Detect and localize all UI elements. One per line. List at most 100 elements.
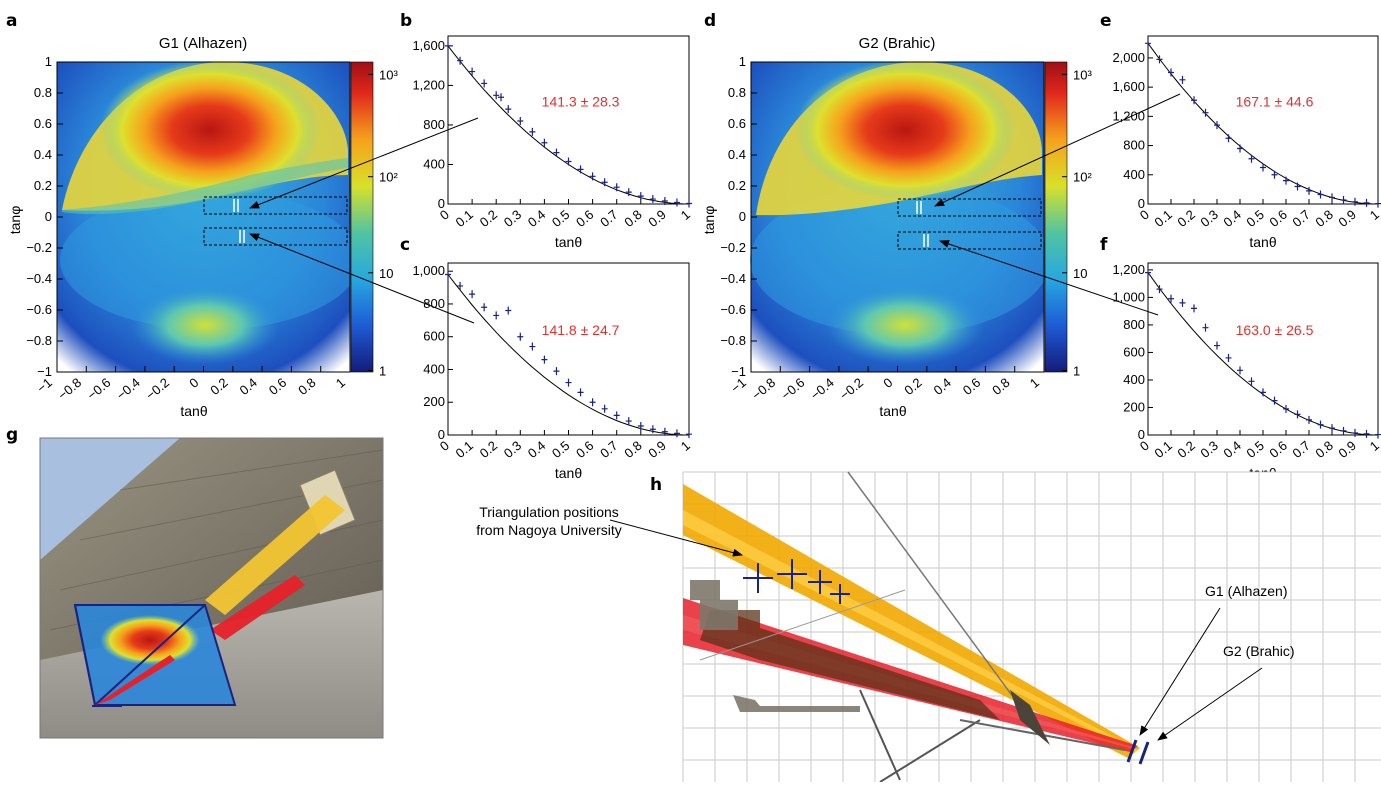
x-tick-label: −0.4 [114, 375, 143, 403]
data-point [1260, 388, 1266, 397]
y-tick-label: 0 [1138, 196, 1145, 211]
x-tick-label: 1 [333, 375, 348, 391]
x-tick-label: 0.6 [1266, 207, 1289, 230]
colorbar-tick-label: 10² [379, 170, 398, 185]
triangulation-cross [777, 559, 807, 589]
data-point [673, 198, 680, 207]
heatmap-mid-band [60, 190, 360, 330]
x-axis-label-d: tanθ [879, 403, 906, 419]
y-tick-label: 0 [438, 196, 445, 211]
heatmap-y-ticks-a: 1 0.8 0.6 0.4 0.2 0 −0.2 −0.4 −0.6 −0.8 −1 [26, 54, 63, 379]
panel-letter-d: d [704, 11, 716, 31]
x-tick-label: 0.2 [477, 438, 500, 461]
panel-letter-a: a [6, 11, 17, 31]
data-point [493, 91, 500, 100]
heatmap-low-spot [825, 285, 985, 365]
x-tick-label: 0.1 [453, 438, 476, 461]
data-point [1352, 428, 1358, 437]
x-tick-label: 1 [1367, 207, 1381, 223]
panel-letter-b: b [400, 11, 412, 31]
y-tick-label: 0.2 [728, 178, 746, 193]
data-point [1202, 323, 1209, 332]
y-tick-label: 0.4 [728, 147, 746, 162]
data-point [686, 430, 692, 439]
plot-frame [447, 35, 690, 205]
y-tick-label: 200 [423, 394, 445, 409]
panel-letter-g: g [6, 425, 18, 445]
slope-plot-f: 0 0.1 0.2 0.3 0.4 0.5 0.6 0.7 0.8 0.9 102004006008… [1112, 262, 1381, 481]
descending-line [847, 471, 1031, 721]
x-tick-label: 0.5 [1243, 207, 1266, 230]
y-tick-label: −0.2 [720, 240, 746, 255]
data-point [661, 427, 668, 436]
data-point [1317, 420, 1324, 429]
data-point [1225, 134, 1232, 143]
x-tick-label: 0.7 [1289, 207, 1312, 230]
heatmap-mid-band [750, 185, 1050, 335]
y-tick-label: 800 [423, 296, 445, 311]
y-axis-label-d: tanφ [701, 206, 717, 235]
heatmap-y-ticks-d: 1 0.8 0.6 0.4 0.2 0 −0.2 −0.4 −0.6 −0.8 −1 [720, 54, 757, 379]
yellow-beam [205, 495, 345, 615]
y-tick-label: −0.6 [720, 302, 746, 317]
x-tick-label: −0.6 [84, 375, 113, 403]
pyramid-3d-scene [39, 437, 384, 739]
connector-arrow-e [934, 93, 1181, 207]
data-point [1271, 396, 1278, 405]
y-tick-label: 400 [1123, 372, 1145, 387]
data-point [577, 165, 584, 174]
data-point [445, 41, 451, 50]
data-point [1317, 190, 1324, 199]
x-tick-label: 0.2 [477, 207, 500, 230]
data-point [457, 56, 464, 65]
x-tick-label: 0.9 [645, 207, 668, 230]
x-tick-label: 0.1 [1151, 438, 1174, 461]
x-tick-label: 0.4 [931, 375, 954, 398]
colorbar-tick-label: 10³ [379, 67, 398, 82]
data-point [1225, 353, 1232, 362]
data-point [1179, 75, 1186, 84]
x-tick-label: 1 [678, 207, 693, 223]
panel-letter-c: c [400, 235, 410, 255]
data-point [541, 138, 548, 147]
x-tick-label: 0.2 [1174, 438, 1197, 461]
data-point [686, 199, 692, 208]
x-tick-label: 0.1 [1151, 207, 1174, 230]
data-point [1352, 197, 1358, 206]
data-point [1340, 195, 1347, 204]
y-tick-label: 1,600 [1112, 79, 1145, 94]
colorbar-tick-label: 10 [379, 266, 393, 281]
slope-plot-e: 0 0.1 0.2 0.3 0.4 0.5 0.6 0.7 0.8 0.9 104008001,20… [1112, 35, 1381, 250]
x-tick-label: 0.9 [1335, 207, 1358, 230]
y-tick-label: −1 [731, 364, 746, 379]
colorbar-tick-label: 10³ [1073, 67, 1092, 82]
x-tick-label: 0 [880, 375, 895, 391]
x-tick-label: 0.4 [525, 438, 548, 461]
data-point [1283, 404, 1289, 413]
x-tick-label: 0.6 [573, 438, 596, 461]
x-tick-label: −1 [34, 375, 55, 396]
detector-g2 [1138, 741, 1150, 765]
y-tick-label: 0 [1138, 427, 1145, 442]
data-point [1329, 424, 1335, 433]
fit-label: 163.0 ± 26.5 [1236, 322, 1314, 338]
heatmap-title-a: G1 (Alhazen) [159, 35, 247, 52]
data-point [1156, 285, 1163, 294]
triangulation-arrow [609, 519, 743, 557]
grand-gallery [700, 610, 1000, 720]
y-tick-label: 1,000 [412, 263, 445, 278]
data-point [613, 411, 620, 420]
data-point [1340, 426, 1347, 435]
y-tick-label: 800 [1123, 138, 1145, 153]
data-point [493, 311, 500, 320]
plot-frame [1147, 35, 1379, 205]
data-point [1191, 96, 1197, 105]
panel-letter-f: f [1100, 235, 1108, 255]
x-tick-label: 0.3 [501, 438, 524, 461]
x-axis-label: tanθ [555, 465, 582, 481]
x-tick-label: 0.4 [1220, 207, 1243, 230]
detector-g1 [1126, 739, 1138, 763]
x-tick-label: 0.6 [960, 375, 983, 398]
x-tick-label: 0.8 [295, 375, 318, 398]
